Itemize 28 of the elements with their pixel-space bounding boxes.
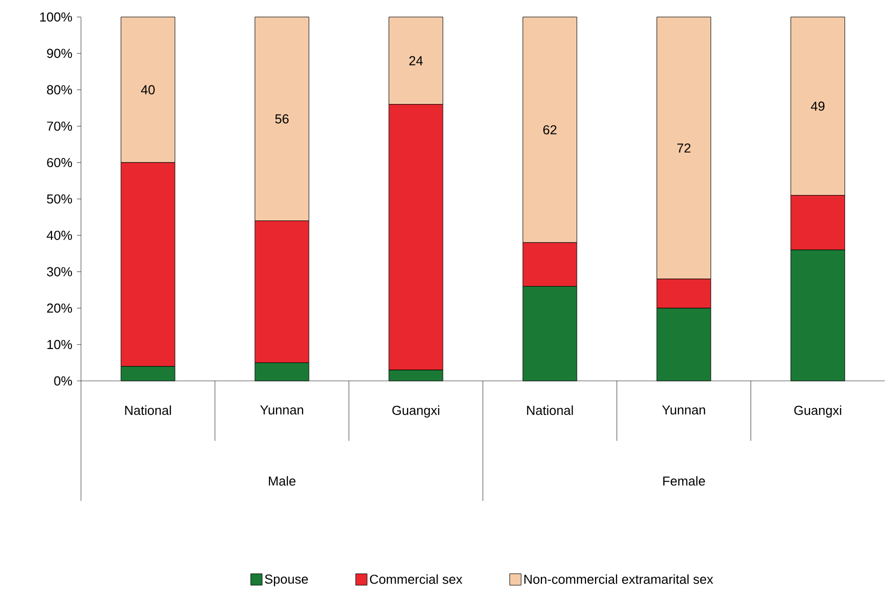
data-label: 72 (677, 144, 690, 153)
x-tick-label: Yunnan (260, 406, 304, 415)
y-tick-label: 0% (54, 376, 72, 386)
legend-label: Commercial sex (370, 574, 462, 584)
y-tick-label: 50% (46, 194, 72, 204)
data-label: 62 (543, 125, 556, 135)
data-label: 49 (810, 102, 824, 111)
y-tick-label: 30% (46, 267, 72, 276)
y-tick-label: 100% (40, 12, 72, 22)
x-tick-label: Yunnan (662, 406, 706, 415)
x-tick-label: Guangxi (794, 406, 842, 418)
data-label: 24 (409, 56, 423, 66)
y-tick-label: 90% (47, 48, 72, 58)
text: Male (268, 476, 296, 486)
text: Female (663, 476, 705, 486)
data-label: 40 (141, 85, 155, 95)
data-label: 56 (275, 114, 289, 124)
x-tick-label: National (527, 406, 573, 416)
y-tick-label: 60% (47, 158, 72, 168)
legend-label: Non-commercial extramarital sex (524, 574, 714, 584)
y-tick-label: 40% (46, 230, 72, 240)
x-tick-label: National (125, 406, 171, 416)
legend-label: Spouse (264, 574, 308, 586)
x-tick-label: Guangxi (392, 406, 440, 418)
y-tick-label: 10% (47, 340, 72, 350)
y-tick-label: 70% (47, 122, 72, 131)
y-tick-label: 80% (47, 85, 72, 95)
y-tick-label: 20% (47, 304, 72, 313)
